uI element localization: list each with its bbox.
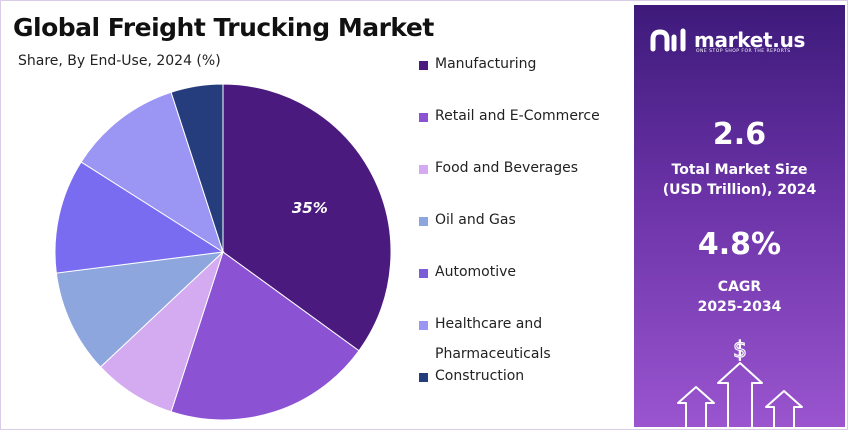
cagr-label-line1: CAGR: [717, 279, 762, 295]
logo-tagline: ONE STOP SHOP FOR THE REPORTS: [696, 49, 791, 54]
legend-label-line: Manufacturing: [435, 56, 537, 72]
legend-label: Retail and E-Commerce: [435, 105, 600, 127]
pie-slice-retail-and-e-commerce: [170, 251, 360, 421]
legend-item: Healthcare and Pharmaceuticals: [419, 316, 551, 365]
legend-swatch: [419, 113, 428, 122]
legend-label: Oil and Gas: [435, 209, 516, 231]
pie-data-label: 35%: [292, 199, 328, 217]
legend-label: Automotive: [435, 261, 516, 283]
legend-label-line: Automotive: [435, 264, 516, 280]
pie-slice-manufacturing: [222, 83, 392, 352]
legend-item: Automotive: [419, 264, 516, 283]
legend-item: Food and Beverages: [419, 160, 578, 179]
legend-label: Healthcare and Pharmaceuticals: [435, 313, 551, 365]
legend-label-line: Construction: [435, 368, 525, 384]
legend-item: Construction: [419, 368, 524, 387]
logo-text: market.us: [694, 28, 806, 52]
market-size-value: 2.6: [712, 117, 767, 152]
pie-chart: 35%: [54, 83, 392, 421]
pie-slice-construction: [170, 83, 224, 253]
pie-slice-oil-and-gas: [55, 251, 225, 368]
legend-swatch: [419, 373, 428, 382]
legend-label-line: Pharmaceuticals: [435, 346, 551, 362]
pie-slice-automotive: [54, 161, 225, 274]
pie-slice-healthcare-and-pharmaceuticals: [80, 91, 224, 254]
dollar-growth-arrows-icon: $: [677, 337, 803, 427]
legend-label-line: Oil and Gas: [435, 212, 516, 228]
legend-label: Food and Beverages: [435, 157, 578, 179]
legend-swatch: [419, 269, 428, 278]
market-size-label-line2: (USD Trillion), 2024: [662, 182, 817, 198]
legend-label-line: Food and Beverages: [435, 160, 579, 176]
legend-item: Manufacturing: [419, 56, 536, 75]
chart-subtitle: Share, By End-Use, 2024 (%): [18, 53, 221, 69]
legend-swatch: [419, 165, 428, 174]
market-us-logo-icon: [650, 28, 686, 52]
legend-label: Construction: [435, 365, 524, 387]
brand-logo: market.us: [650, 27, 805, 53]
legend-swatch: [419, 217, 428, 226]
stats-panel: market.us ONE STOP SHOP FOR THE REPORTS …: [634, 5, 845, 427]
chart-title: Global Freight Trucking Market: [13, 13, 434, 42]
legend-label-line: Healthcare and: [435, 316, 543, 332]
legend-swatch: [419, 321, 428, 330]
legend-label: Manufacturing: [435, 53, 536, 75]
legend-item: Retail and E-Commerce: [419, 108, 600, 127]
legend-label-line: Retail and E-Commerce: [435, 108, 600, 124]
legend-item: Oil and Gas: [419, 212, 516, 231]
cagr-label-line2: 2025-2034: [697, 299, 782, 315]
legend-swatch: [419, 61, 428, 70]
cagr-value: 4.8%: [697, 227, 782, 262]
dollar-icon: $: [733, 338, 747, 363]
market-size-label-line1: Total Market Size: [671, 162, 808, 178]
